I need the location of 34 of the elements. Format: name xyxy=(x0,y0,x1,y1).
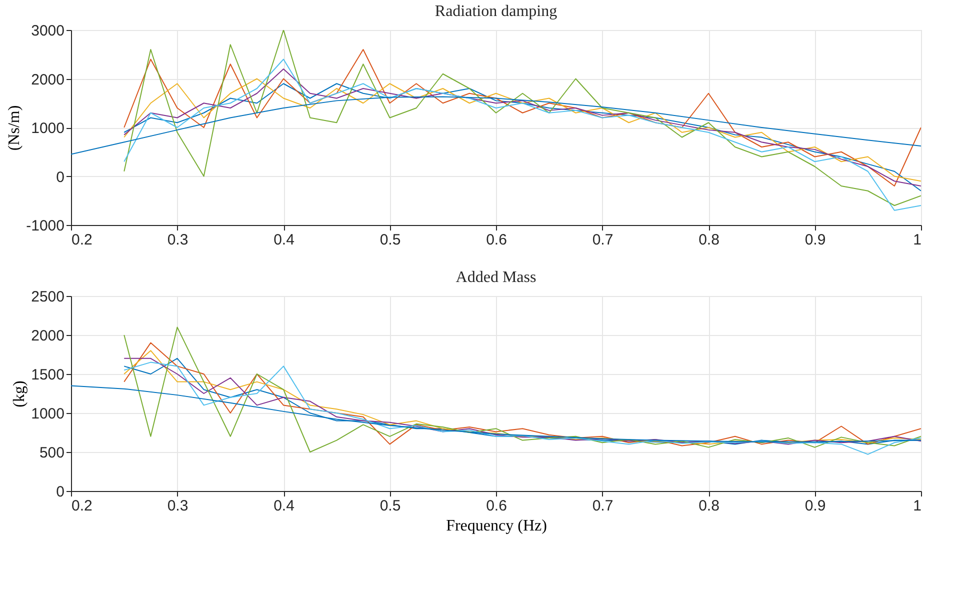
x-tick-label: 0.4 xyxy=(274,232,294,248)
x-tick-label: 0.8 xyxy=(698,498,720,514)
x-tick-label: 0.8 xyxy=(698,232,720,248)
x-tick-label: 0.7 xyxy=(592,498,614,514)
y-tick-label: 2000 xyxy=(31,71,64,88)
x-tick-label: 0.2 xyxy=(72,498,92,514)
y-tick-label: 1000 xyxy=(31,120,64,137)
y-axis-title: (Ns/m) xyxy=(6,105,24,151)
y-tick-label: 500 xyxy=(39,444,64,462)
y-axis-title: (kg) xyxy=(11,380,28,408)
x-tick-label: 0.6 xyxy=(486,498,507,514)
x-tick-label: 0.4 xyxy=(274,498,294,514)
x-tick-label: 0.9 xyxy=(804,232,826,248)
y-tick-label: 2500 xyxy=(31,288,64,306)
y-tick-label: 3000 xyxy=(31,22,64,40)
x-tick-label: 0.3 xyxy=(167,232,188,248)
x-tick-label: 0.6 xyxy=(486,232,507,248)
y-tick-label: -1000 xyxy=(26,218,64,234)
y-tick-label: 2000 xyxy=(31,328,64,344)
x-tick-label: 0.7 xyxy=(592,232,614,248)
x-tick-label: 1 xyxy=(913,498,922,514)
chart-title: Radiation damping xyxy=(434,3,558,20)
x-tick-label: 1 xyxy=(913,232,922,248)
x-tick-label: 0.5 xyxy=(380,498,401,514)
x-tick-label: 0.3 xyxy=(167,498,188,514)
y-tick-label: 1000 xyxy=(31,406,64,422)
x-tick-label: 0.5 xyxy=(380,232,401,248)
x-axis-title: Frequency (Hz) xyxy=(446,518,547,534)
y-tick-label: 0 xyxy=(56,168,64,186)
y-tick-label: 1500 xyxy=(31,366,64,384)
y-tick-label: 0 xyxy=(56,484,64,500)
x-tick-label: 0.2 xyxy=(72,232,92,248)
chart-title: Added Mass xyxy=(456,269,536,286)
x-tick-label: 0.9 xyxy=(804,498,826,514)
